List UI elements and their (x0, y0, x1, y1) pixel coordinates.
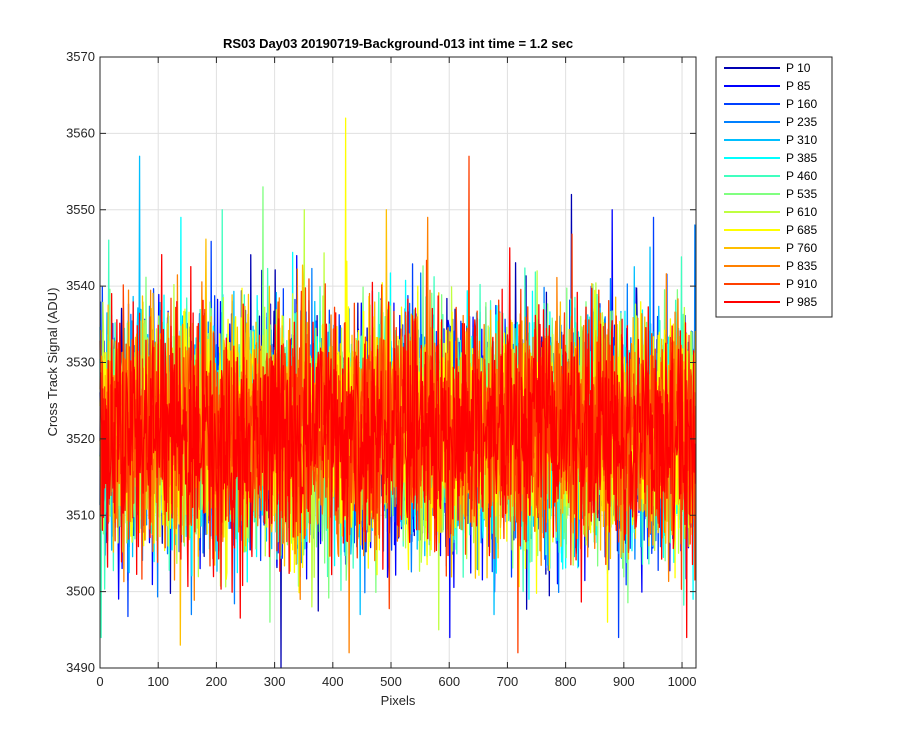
legend-entry: P 535 (786, 187, 817, 201)
x-tick-label: 200 (206, 674, 228, 689)
x-tick-label: 800 (555, 674, 577, 689)
x-tick-label: 900 (613, 674, 635, 689)
legend: P 10 P 85 P 160 P 235 P 310 P 385 P 460 P 535 P … (715, 56, 833, 318)
y-tick-label: 3500 (66, 584, 95, 599)
legend-entry: P 610 (786, 205, 817, 219)
series-line (99, 247, 697, 639)
x-axis: 0 100 200 300 400 500 600 700 800 900 1000 (96, 57, 696, 689)
legend-entry: P 760 (786, 241, 817, 255)
y-tick-label: 3560 (66, 125, 95, 140)
legend-entry: P 310 (786, 133, 817, 147)
y-tick-label: 3530 (66, 355, 95, 370)
chart-title: RS03 Day03 20190719-Background-013 int t… (223, 36, 573, 51)
x-tick-label: 0 (96, 674, 103, 689)
y-axis-label: Cross Track Signal (ADU) (45, 288, 60, 437)
legend-entry: P 685 (786, 223, 817, 237)
legend-entry: P 910 (786, 277, 817, 291)
y-tick-label: 3540 (66, 278, 95, 293)
y-axis: 3490 3500 3510 3520 3530 3540 3550 3560 3570 (66, 49, 696, 675)
legend-entry: P 385 (786, 151, 817, 165)
x-tick-label: 300 (264, 674, 286, 689)
x-axis-label: Pixels (381, 693, 416, 708)
legend-entry: P 10 (786, 61, 811, 75)
series-layer (99, 117, 697, 669)
legend-box (715, 56, 833, 318)
legend-entry: P 235 (786, 115, 817, 129)
x-tick-label: 1000 (668, 674, 697, 689)
y-tick-label: 3570 (66, 49, 95, 64)
y-tick-label: 3510 (66, 507, 95, 522)
x-tick-label: 500 (380, 674, 402, 689)
legend-entry: P 85 (786, 79, 811, 93)
legend-entry: P 985 (786, 295, 817, 309)
y-tick-label: 3550 (66, 202, 95, 217)
x-tick-label: 400 (322, 674, 344, 689)
x-tick-label: 700 (497, 674, 519, 689)
x-tick-label: 100 (147, 674, 169, 689)
legend-entry: P 460 (786, 169, 817, 183)
y-tick-label: 3520 (66, 431, 95, 446)
legend-entry: P 160 (786, 97, 817, 111)
y-tick-label: 3490 (66, 660, 95, 675)
x-tick-label: 600 (438, 674, 460, 689)
legend-entry: P 835 (786, 259, 817, 273)
